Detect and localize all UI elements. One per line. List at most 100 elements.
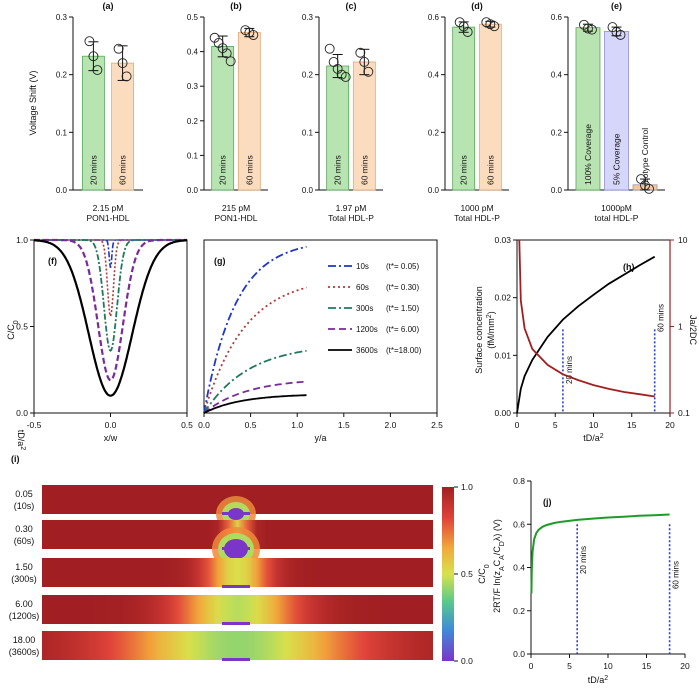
legend-label: (t*= 0.05) (386, 262, 419, 271)
legend-name: 1200s (356, 325, 378, 334)
data-point (363, 66, 374, 77)
data-point (113, 43, 124, 54)
right-y-tick-label: 10 (678, 235, 688, 245)
x-axis-label: y/a (314, 433, 326, 443)
data-point (615, 29, 626, 40)
data-point (489, 21, 500, 32)
y-tick-label: 0.5 (16, 322, 28, 332)
y-tick-label: 0.02 (494, 293, 511, 303)
y-axis-label-units-sup: 2 (486, 314, 493, 318)
y-tick-label: 0.5 (187, 13, 199, 22)
x-tick-label: 1.0 (291, 420, 303, 430)
y-axis-label-sup: 2 (20, 446, 27, 450)
x-label-line2: Total HDL-P (328, 213, 374, 223)
y-axis-label-main: tD/a (16, 430, 26, 447)
y-tick-label: 0.4 (551, 71, 563, 80)
panel-j-chart: (j) 0 5 10 15 20 0.0 0.2 0.4 0.6 0.8 tD/a2 2RT/F ln(… (492, 476, 690, 685)
y-axis-label-units-main: (fM/mm (486, 318, 496, 349)
y-tick-label: 0.1 (302, 128, 314, 137)
x-tick-label: 15 (627, 420, 637, 430)
x-tick-label: 10 (603, 661, 613, 671)
bar-label: 60 mins (118, 155, 128, 185)
x-axis-label: tD/a2 (588, 675, 609, 686)
data-point (644, 183, 654, 194)
row-time-seconds: (3600s) (9, 647, 40, 657)
y-axis-label-units-end: ) (486, 311, 496, 314)
series-line-300s (203, 349, 307, 414)
legend-label: (t*= 0.30) (386, 283, 419, 292)
voltage-shift-axis-label: Voltage Shift (V) (28, 70, 38, 135)
y-axis-label: tD/a2 (16, 430, 27, 451)
panel-title: (d) (471, 1, 483, 11)
bar-label: 20 mins (218, 155, 228, 185)
heatmap-row (42, 558, 433, 587)
bar-panel-a: (a) 0.0 0.1 0.2 0.3 20 mins 60 mins 2.15 pMPON1… (56, 1, 143, 223)
x-tick-label: 5 (567, 661, 572, 671)
bar-panel-e: (e) 0.0 0.2 0.4 0.6 100% Coverage 5% Coverage I… (551, 1, 665, 223)
x-label-line1: 1000pM (601, 203, 632, 213)
y-tick-label: 0.6 (513, 519, 525, 529)
x-tick-label: 0.5 (245, 420, 257, 430)
bar-label: Isotype Control (640, 128, 650, 185)
row-time-seconds: (1200s) (9, 611, 40, 621)
x-label-line1: 1.97 pM (336, 203, 367, 213)
heatmap-row (42, 595, 433, 624)
x-label-line2: PON1-HDL (87, 213, 130, 223)
y-tick-label: 0.2 (302, 71, 314, 80)
x-label-line1: 215 pM (222, 203, 250, 213)
data-point (117, 58, 128, 69)
panel-g-title: (g) (214, 256, 226, 266)
panel-title: (c) (346, 1, 357, 11)
colorbar (442, 487, 454, 661)
y-tick-label: 0.3 (187, 82, 199, 91)
panel-h-frame (516, 239, 671, 414)
bar (575, 27, 601, 191)
bar-panel-d: (d) 0.0 0.2 0.4 0.6 20 mins 60 mins 1000 pMTota… (428, 1, 509, 223)
heatmap-row (42, 631, 433, 660)
series-line-3600s (34, 239, 187, 397)
x-tick-label: 15 (642, 661, 652, 671)
data-point (583, 23, 593, 34)
colorbar-label-sub: 0 (484, 564, 491, 568)
electrode (222, 658, 250, 661)
y-axis-label-sub1: A (499, 566, 506, 571)
y-tick-label: 0.03 (494, 235, 511, 245)
bar-label: 60 mins (359, 155, 369, 185)
right-y-axis-label: Ja/2DC (688, 315, 698, 346)
data-point (92, 65, 103, 76)
x-label-line2: Total HDL-P (454, 213, 500, 223)
y-tick-label: 0.0 (187, 186, 199, 195)
panel-i-title: (i) (11, 454, 20, 464)
series-line-3600s (203, 394, 307, 414)
series-line-60s (203, 286, 307, 414)
x-tick-label: 0.0 (198, 420, 210, 430)
data-point (121, 71, 132, 82)
electrode (222, 585, 250, 588)
panel-f-title: (f) (48, 256, 57, 266)
potential-line (530, 513, 670, 594)
y-tick-label: 0.0 (56, 186, 68, 195)
y-axis-label-end: λ) (V) (492, 519, 502, 541)
x-axis-label-sup: 2 (600, 433, 604, 440)
bar-label: 60 mins (244, 155, 254, 185)
y-tick-label: 0.2 (187, 117, 199, 126)
y-tick-label: 0.8 (513, 476, 525, 486)
data-point (217, 43, 228, 54)
y-axis-label: Surface concentration (474, 286, 484, 374)
electrode (222, 512, 250, 515)
x-label-line1: 2.15 pM (93, 203, 124, 213)
flux-line (518, 239, 655, 398)
y-axis-label-sub2: A (499, 555, 506, 560)
bar-panel-b: (b) 0.0 0.1 0.2 0.3 0.4 0.5 20 mins 60 mins 215 p… (187, 1, 268, 223)
panel-h-chart: (h)0 5 10 15 200.000.010.020.030.1110tD/a2Su… (474, 235, 698, 443)
y-tick-label: 0.0 (16, 408, 28, 418)
y-tick-label: 0.2 (513, 606, 525, 616)
x-tick-label: 10 (589, 420, 599, 430)
y-tick-label: 0.3 (56, 13, 68, 22)
right-y-tick-label: 1 (678, 322, 683, 332)
panel-title: (a) (103, 1, 114, 11)
right-y-tick-label: 0.1 (678, 408, 690, 418)
electrode (222, 547, 250, 550)
panel-i-heatmap: (i) tD/a2 0.05 (10s) 0.30 (60s) 1.50 (300s) 6.00… (9, 430, 491, 666)
legend-name: 60s (356, 283, 369, 292)
